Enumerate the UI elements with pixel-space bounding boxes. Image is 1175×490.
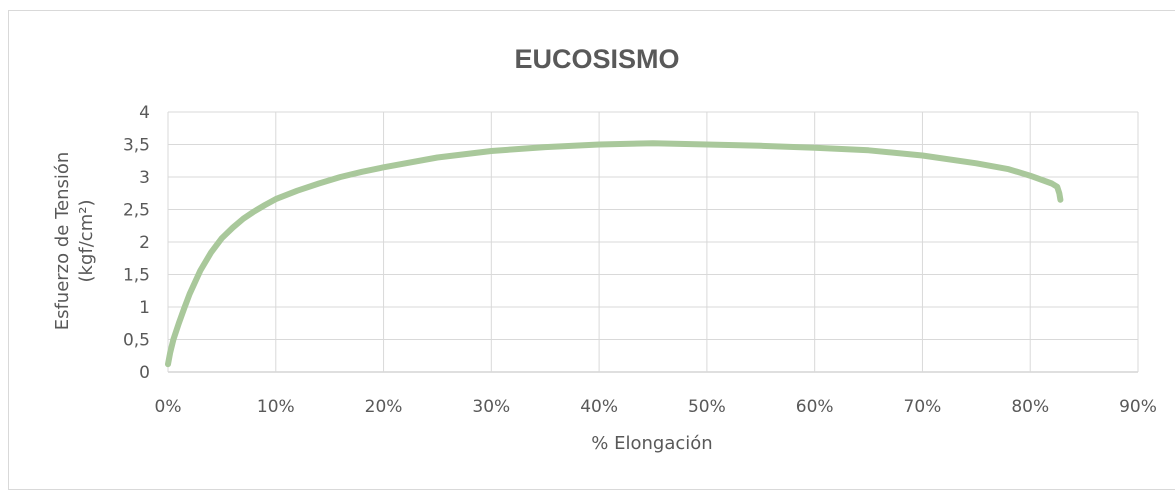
x-tick-label: 0%	[155, 397, 182, 417]
x-tick-label: 20%	[365, 397, 403, 417]
x-tick-label: 40%	[580, 397, 618, 417]
y-axis-title-line2: (kgf/cm²)	[76, 200, 97, 283]
y-tick-label: 4	[139, 103, 150, 123]
y-tick-label: 0,5	[123, 331, 150, 351]
y-tick-label: 0	[139, 363, 150, 383]
x-tick-label: 50%	[688, 397, 726, 417]
y-tick-label: 2,5	[123, 201, 150, 221]
chart-title: EUCOSISMO	[514, 44, 679, 74]
y-tick-label: 1,5	[123, 266, 150, 286]
y-tick-label: 1	[139, 298, 150, 318]
y-tick-label: 3	[139, 168, 150, 188]
y-axis-ticks: 0 0,5 1 1,5 2 2,5 3 3,5 4	[123, 103, 150, 383]
series-group	[165, 140, 1064, 368]
y-tick-label: 2	[139, 233, 150, 253]
grid-lines	[167, 111, 1139, 373]
y-axis-title-line1: Esfuerzo de Tensión	[52, 152, 73, 331]
series-line-0	[165, 140, 1064, 368]
x-tick-label: 30%	[472, 397, 510, 417]
x-tick-label: 70%	[904, 397, 942, 417]
y-tick-label: 3,5	[123, 136, 150, 156]
x-axis-ticks: 0% 10% 20% 30% 40% 50% 60% 70% 80% 90%	[155, 397, 1157, 417]
chart-frame	[8, 10, 1175, 490]
x-tick-label: 10%	[257, 397, 295, 417]
x-tick-label: 80%	[1011, 397, 1049, 417]
x-axis-title: % Elongación	[591, 433, 712, 454]
x-tick-label: 60%	[796, 397, 834, 417]
y-axis-title-group: Esfuerzo de Tensión (kgf/cm²)	[52, 152, 97, 331]
x-tick-label: 90%	[1119, 397, 1157, 417]
